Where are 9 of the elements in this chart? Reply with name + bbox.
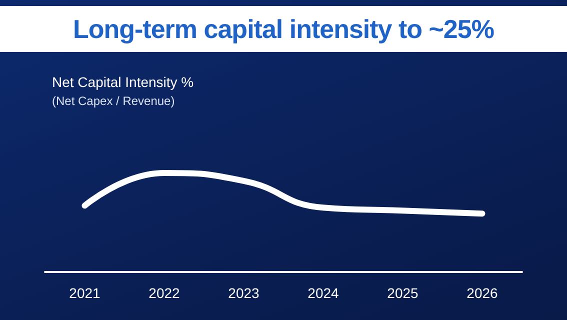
x-tick-label: 2026 <box>466 285 498 301</box>
x-tick-label: 2025 <box>387 285 419 301</box>
x-tick-label: 2021 <box>69 285 101 301</box>
x-tick-label: 2024 <box>308 285 340 301</box>
x-tick-label: 2023 <box>228 285 260 301</box>
x-tick-label: 2022 <box>148 285 180 301</box>
text: Net Capital Intensity % <box>52 74 194 90</box>
text: (Net Capex / Revenue) <box>52 94 175 108</box>
chart-title: Long-term capital intensity to ~25% <box>73 14 494 44</box>
